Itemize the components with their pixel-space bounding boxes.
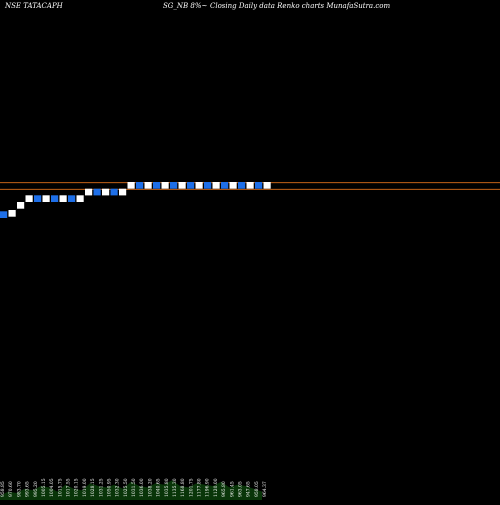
- renko-brick-25: [204, 182, 212, 189]
- renko-brick-4: [25, 195, 33, 202]
- x-tick-label: 961.45: [229, 481, 235, 497]
- x-tick-label: 1015.75: [57, 478, 63, 497]
- renko-brick-24: [195, 182, 203, 189]
- x-tick-label: 983.70: [16, 481, 22, 497]
- renko-brick-3: [17, 202, 25, 209]
- x-tick-label: 993.65: [25, 481, 31, 497]
- renko-brick-14: [110, 188, 118, 196]
- renko-brick-12: [93, 188, 101, 196]
- x-tick-label: 1040.65: [156, 478, 162, 497]
- renko-brick-6: [42, 195, 50, 202]
- x-tick-label: 1005.15: [41, 478, 47, 497]
- x-tick-label: 1004.05: [49, 478, 55, 497]
- chart-symbol: NSE TATACAPH: [5, 2, 63, 10]
- renko-brick-9: [68, 195, 76, 202]
- renko-brick-17: [136, 182, 144, 189]
- renko-brick-26: [212, 182, 220, 189]
- renko-brick-7: [51, 195, 59, 202]
- renko-brick-28: [229, 182, 237, 189]
- x-tick-label: 958.05: [254, 481, 260, 497]
- renko-brick-31: [255, 182, 263, 189]
- x-tick-label: 1120.00: [213, 478, 219, 497]
- renko-brick-27: [221, 182, 229, 189]
- renko-brick-29: [238, 182, 246, 189]
- x-tick-label: 958.85: [0, 481, 6, 497]
- x-tick-label: 995.20: [33, 481, 39, 497]
- x-tick-label: 1028.15: [90, 478, 96, 497]
- x-tick-label: 1050.95: [106, 478, 112, 497]
- x-tick-label: 1031.50: [131, 478, 137, 497]
- renko-brick-13: [102, 188, 110, 196]
- x-tick-label: 963.05: [237, 481, 243, 497]
- renko-brick-18: [144, 182, 152, 189]
- x-tick-label: 1135.30: [172, 478, 178, 497]
- renko-brick-32: [263, 182, 271, 189]
- x-tick-label: 964.37: [262, 481, 268, 497]
- x-tick-label: 1038.20: [147, 478, 153, 497]
- x-tick-label: 1020.15: [74, 478, 80, 497]
- renko-brick-21: [170, 182, 178, 189]
- x-tick-label: 1035.80: [164, 478, 170, 497]
- renko-brick-2: [8, 210, 16, 217]
- renko-brick-10: [76, 195, 84, 202]
- renko-brick-1: [0, 211, 8, 218]
- renko-brick-23: [187, 182, 195, 189]
- renko-brick-15: [119, 188, 127, 196]
- x-tick-label: 1031.25: [98, 478, 104, 497]
- chart-series-code: SG_NB 8%~: [163, 2, 208, 10]
- x-tick-label: 1036.00: [139, 478, 145, 497]
- renko-brick-16: [127, 182, 135, 189]
- x-tick-label: 965.80: [221, 481, 227, 497]
- chart-description: Closing Daily data Renko charts MunafaSu…: [210, 2, 391, 10]
- renko-brick-11: [85, 188, 93, 196]
- renko-brick-22: [178, 182, 186, 189]
- x-tick-label: 1017.55: [66, 478, 72, 497]
- x-tick-label: 1168.80: [180, 478, 186, 497]
- x-tick-label: 947.65: [246, 481, 252, 497]
- x-tick-label: 1019.00: [82, 478, 88, 497]
- volume-area: [0, 480, 262, 500]
- x-tick-label: 1032.30: [115, 478, 121, 497]
- renko-brick-30: [246, 182, 254, 189]
- renko-brick-20: [161, 182, 169, 189]
- renko-brick-19: [153, 182, 161, 189]
- x-tick-label: 1025.50: [123, 478, 129, 497]
- renko-brick-8: [59, 195, 67, 202]
- x-tick-label: 970.60: [8, 481, 14, 497]
- renko-brick-5: [34, 195, 42, 202]
- x-tick-label: 1196.90: [205, 478, 211, 497]
- x-tick-label: 1201.75: [188, 478, 194, 497]
- x-tick-label: 1177.80: [197, 478, 203, 497]
